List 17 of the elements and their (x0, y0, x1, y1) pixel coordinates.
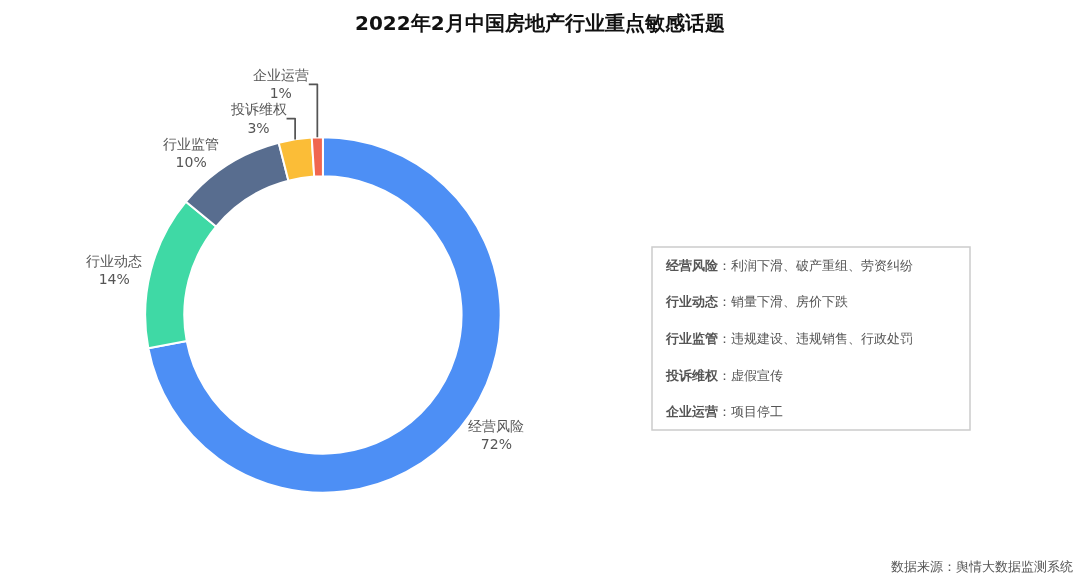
chart-title: 2022年2月中国房地产行业重点敏感话题 (355, 11, 725, 35)
slice-label: 企业运营 (252, 67, 309, 84)
slice-label: 行业动态 (86, 252, 143, 269)
text: 经营风险：利润下滑、破产重组、劳资纠纷 (665, 258, 913, 273)
slice-label: 投诉维权 (229, 101, 287, 118)
data-label: 14% (98, 270, 130, 287)
text: 行业动态：销量下滑、房价下跌 (665, 294, 848, 309)
data-label: 72% (480, 436, 512, 453)
text: 行业监管：违规建设、违规销售、行政处罚 (665, 331, 913, 346)
data-label: 3% (247, 119, 270, 136)
text: 投诉维权：虚假宣传 (665, 368, 783, 383)
data-label: 1% (269, 85, 292, 102)
text: 企业运营：项目停工 (665, 404, 783, 419)
slice-label: 行业监管 (163, 135, 220, 152)
source-note: 数据来源：舆情大数据监测系统 (891, 559, 1073, 574)
data-label: 10% (175, 153, 207, 170)
slice-label: 经营风险 (468, 418, 525, 435)
